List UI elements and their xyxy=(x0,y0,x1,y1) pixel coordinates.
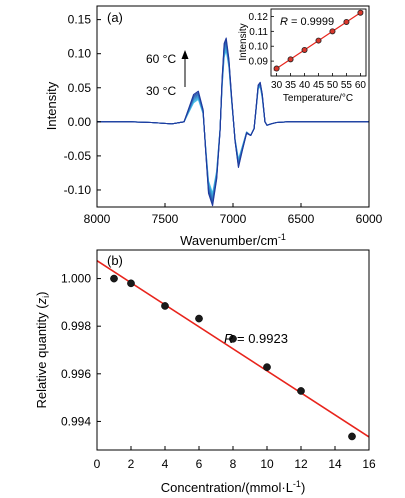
y-tick-label: 0.994 xyxy=(61,414,91,428)
inset-x-tick-label: 30 xyxy=(271,80,283,91)
spectrum-series-60c xyxy=(97,37,369,207)
panel-b-x-ticks: 0 2 4 6 8 10 12 14 16 xyxy=(94,446,376,471)
y-tick-label: -0.05 xyxy=(64,149,92,163)
x-tick-label: 0 xyxy=(94,457,101,471)
x-tick-label: 6000 xyxy=(356,212,383,226)
inset-x-tick-label: 35 xyxy=(285,80,297,91)
inset-x-tick-label: 50 xyxy=(327,80,339,91)
inset-data-point xyxy=(329,28,336,35)
x-tick-label: 7500 xyxy=(152,212,179,226)
x-tick-label: 6 xyxy=(196,457,203,471)
x-tick-label: 10 xyxy=(260,457,274,471)
panel-b-data-point xyxy=(263,363,271,371)
label-60c: 60 °C xyxy=(146,52,176,66)
y-tick-label: 0.15 xyxy=(68,13,92,27)
temperature-arrow-head xyxy=(181,50,189,59)
x-tick-label: 8 xyxy=(230,457,237,471)
inset-x-axis-label: Temperature/°C xyxy=(283,93,353,104)
panel-b-data-point xyxy=(127,279,135,288)
panel-b-data-point xyxy=(195,314,203,323)
inset-y-tick-label: 0.12 xyxy=(249,12,269,23)
y-tick-label: 0.05 xyxy=(68,81,92,95)
inset-data-point xyxy=(315,37,322,44)
label-30c: 30 °C xyxy=(146,84,176,98)
inset-chart: 30 35 40 45 50 55 60 0.09 0.10 0.11 0.12 R = 0.99… xyxy=(238,8,367,104)
panel-b-content xyxy=(96,260,370,441)
x-tick-label: 8000 xyxy=(84,212,111,226)
inset-x-ticks: 30 35 40 45 50 55 60 xyxy=(271,73,366,91)
panel-b-y-ticks: 0.994 0.996 0.998 1.000 xyxy=(61,272,101,428)
inset-data-point xyxy=(273,65,280,72)
panel-b-data-point xyxy=(297,387,305,395)
x-tick-label: 16 xyxy=(362,457,376,471)
inset-y-ticks: 0.09 0.10 0.11 0.12 xyxy=(249,12,274,68)
x-tick-label: 6500 xyxy=(288,212,315,226)
inset-x-tick-label: 55 xyxy=(341,80,353,91)
inset-x-tick-label: 40 xyxy=(299,80,311,91)
inset-data-point xyxy=(301,46,308,53)
panel-a-label: (a) xyxy=(107,10,123,25)
panel-b-label: (b) xyxy=(107,253,123,268)
inset-x-tick-label: 45 xyxy=(313,80,325,91)
x-tick-label: 4 xyxy=(162,457,169,471)
panel-b-fit-line xyxy=(96,260,370,438)
inset-data-point xyxy=(343,18,350,25)
panel-b-data-point xyxy=(161,302,169,310)
x-tick-label: 12 xyxy=(294,457,308,471)
inset-data-point xyxy=(357,9,364,16)
inset-r-annotation: R = 0.9999 xyxy=(280,16,334,28)
inset-y-tick-label: 0.10 xyxy=(249,42,269,53)
inset-y-tick-label: 0.11 xyxy=(249,27,268,38)
y-tick-label: -0.10 xyxy=(64,183,92,197)
panel-a: 8000 7500 7000 6500 6000 -0.10 -0.05 0.00 0.05 0… xyxy=(44,5,383,248)
inset-y-tick-label: 0.09 xyxy=(249,57,269,68)
panel-b-y-axis-label: Relative quantity (zi) xyxy=(34,292,51,409)
panel-b-x-axis-label: Concentration/(mmol·L-1) xyxy=(161,479,306,495)
inset-y-axis-label: Intensity xyxy=(238,23,249,60)
panel-b-data-point xyxy=(348,432,356,441)
panel-a-y-axis-label: Intensity xyxy=(44,81,59,130)
x-tick-label: 14 xyxy=(328,457,342,471)
spectrum-curves xyxy=(97,37,369,207)
x-tick-label: 2 xyxy=(128,457,135,471)
panel-b-data-point xyxy=(229,334,237,343)
x-tick-label: 7000 xyxy=(220,212,247,226)
y-tick-label: 0.998 xyxy=(61,319,91,333)
y-tick-label: 0.00 xyxy=(68,115,92,129)
y-tick-label: 1.000 xyxy=(61,272,91,286)
panel-b-r-annotation: R = 0.9923 xyxy=(224,331,288,346)
y-tick-label: 0.10 xyxy=(68,47,92,61)
inset-content xyxy=(273,9,364,72)
y-tick-label: 0.996 xyxy=(61,367,91,381)
panel-b-data-point xyxy=(110,274,118,283)
panel-b: 0 2 4 6 8 10 12 14 16 0.994 0.996 0.998 1.000 (b) R… xyxy=(34,249,376,495)
panel-a-y-ticks: -0.10 -0.05 0.00 0.05 0.10 0.15 xyxy=(64,13,101,197)
inset-x-tick-label: 60 xyxy=(355,80,367,91)
panel-a-x-ticks: 8000 7500 7000 6500 6000 xyxy=(84,203,383,226)
inset-data-point xyxy=(287,56,294,63)
panel-a-x-axis-label: Wavenumber/cm-1 xyxy=(180,232,286,248)
